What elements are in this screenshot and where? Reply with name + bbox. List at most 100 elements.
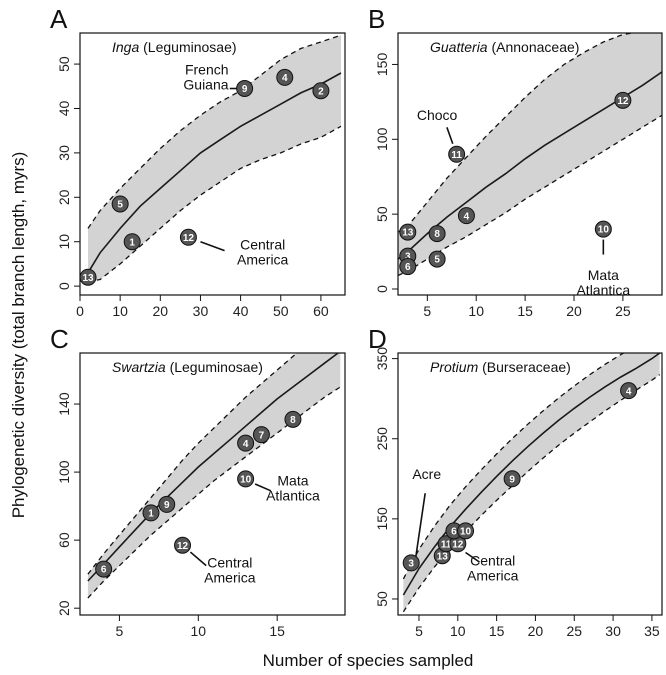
panel-a-annotation-leader bbox=[200, 240, 225, 252]
panel-a-annotation-label: Guiana bbox=[183, 76, 228, 92]
panel-b-point-label: 10 bbox=[598, 225, 610, 236]
panel-d-frame bbox=[397, 352, 663, 616]
panel-b-y-tick-label: 150 bbox=[374, 53, 390, 77]
panel-a-point-12 bbox=[179, 228, 197, 246]
panel-a-point-label: 5 bbox=[117, 200, 123, 211]
panel-c-point-label: 12 bbox=[177, 541, 189, 552]
panel-a-x-tick-label: 10 bbox=[112, 303, 128, 319]
panel-c-annotation-label: Central bbox=[207, 554, 252, 570]
panel-c-x-tick-label: 5 bbox=[116, 623, 124, 639]
panel-c-frame bbox=[79, 352, 346, 616]
panel-c-mean-line bbox=[87, 353, 340, 582]
panel-b-frame bbox=[397, 32, 663, 296]
panel-d-point-label: 13 bbox=[437, 551, 449, 562]
panel-b-x-tick-label: 25 bbox=[615, 303, 631, 319]
panel-a-y-tick-label: 0 bbox=[56, 282, 72, 290]
panel-d-x-tick-label: 30 bbox=[605, 623, 621, 639]
panel-d-x-tick-label: 25 bbox=[566, 623, 582, 639]
panel-a-y-tick-label: 40 bbox=[56, 100, 72, 116]
panel-b-x-tick-label: 10 bbox=[468, 303, 484, 319]
panel-d-point-label: 10 bbox=[460, 526, 472, 537]
panel-a-point-4 bbox=[276, 68, 294, 86]
panel-a-x-tick-label: 20 bbox=[153, 303, 169, 319]
panel-b-annotation-leader bbox=[446, 127, 454, 145]
panel-b-point-13 bbox=[399, 223, 417, 241]
panel-c-annotation-leader bbox=[254, 483, 272, 492]
panel-b-letter: B bbox=[368, 4, 385, 34]
panel-d-x-tick-label: 15 bbox=[489, 623, 505, 639]
panel-c-title: Swartzia (Leguminosae) bbox=[112, 359, 263, 375]
y-axis-title: Phylogenetic diversity (total branch len… bbox=[9, 152, 28, 519]
panel-c-point-label: 4 bbox=[243, 439, 249, 450]
panel-d-point-9 bbox=[503, 470, 521, 488]
panel-b-x-tick-label: 5 bbox=[423, 303, 431, 319]
panel-a-point-label: 1 bbox=[129, 237, 135, 248]
panel-c-annotation-label: America bbox=[204, 569, 256, 585]
panel-b: 5 10 15 20 25 0 50 100 150 B Guatteria (Annonaceae… bbox=[368, 4, 663, 319]
panel-d-y-tick-label: 50 bbox=[374, 591, 390, 607]
panel-c-upper-bound-line bbox=[87, 353, 298, 575]
panel-c-annotation-leader bbox=[189, 551, 207, 567]
panel-a-title: Inga (Leguminosae) bbox=[112, 39, 237, 55]
panel-a-y-tick-label: 20 bbox=[56, 189, 72, 205]
panel-a-annotation-label: America bbox=[237, 251, 289, 267]
panel-d-x-tick-label: 5 bbox=[415, 623, 423, 639]
panel-d-annotation-label: Central bbox=[470, 552, 515, 568]
panel-a-lower-bound-line bbox=[87, 125, 342, 283]
panel-d-annotation-label: America bbox=[467, 567, 519, 583]
panel-b-point-label: 4 bbox=[464, 211, 470, 222]
panel-d-point-label: 3 bbox=[408, 559, 414, 570]
panel-a-x-tick-label: 50 bbox=[273, 303, 289, 319]
panel-b-y-tick-label: 100 bbox=[374, 127, 390, 151]
panel-c-genus: Swartzia bbox=[112, 359, 166, 375]
panel-a-y-tick-label: 10 bbox=[56, 234, 72, 250]
panel-b-x-tick-label: 15 bbox=[517, 303, 533, 319]
panel-c-point-1 bbox=[142, 504, 160, 522]
panel-b-point-10 bbox=[594, 220, 612, 238]
panel-c-annotation-label: Atlantica bbox=[266, 488, 320, 504]
panel-b-point-11 bbox=[448, 145, 466, 163]
panel-a-upper-bound-line bbox=[87, 34, 342, 229]
panel-a-plot-area bbox=[87, 34, 342, 283]
panel-b-point-6 bbox=[399, 258, 417, 276]
panel-d-point-10 bbox=[457, 522, 475, 540]
panel-a-frame bbox=[79, 32, 346, 296]
panel-d-family: (Burseraceae) bbox=[478, 359, 571, 375]
panel-c-point-label: 9 bbox=[164, 500, 170, 511]
panel-d-y-tick-label: 350 bbox=[374, 347, 390, 371]
panel-c-point-label: 10 bbox=[240, 474, 252, 485]
panel-c-plot-area bbox=[87, 353, 341, 599]
panel-c-x-tick-label: 15 bbox=[269, 623, 285, 639]
panel-b-point-label: 8 bbox=[434, 229, 440, 240]
panel-c: 5 10 15 20 60 100 140 C Swartzia (Leguminosae) Ma… bbox=[50, 324, 346, 639]
panel-c-x-tick-label: 10 bbox=[191, 623, 207, 639]
panel-b-annotation-label: Mata bbox=[588, 267, 619, 283]
panel-b-point-12 bbox=[614, 91, 632, 109]
panel-a-letter: A bbox=[50, 4, 68, 34]
panel-c-point-label: 6 bbox=[101, 565, 107, 576]
panel-c-y-tick-label: 60 bbox=[56, 532, 72, 548]
panel-a-point-label: 4 bbox=[282, 73, 288, 84]
panel-b-genus: Guatteria bbox=[430, 39, 488, 55]
panel-a-confidence-envelope bbox=[88, 35, 341, 282]
panel-c-point-6 bbox=[95, 560, 113, 578]
panel-b-x-tick-label: 20 bbox=[566, 303, 582, 319]
panel-c-lower-bound-line bbox=[87, 386, 341, 599]
panel-a-point-label: 9 bbox=[242, 84, 248, 95]
panel-d-y-tick-label: 250 bbox=[374, 427, 390, 451]
panel-b-point-label: 11 bbox=[451, 150, 462, 161]
panel-a-x-tick-label: 0 bbox=[76, 303, 84, 319]
panel-c-letter: C bbox=[50, 324, 69, 354]
panel-b-point-4 bbox=[457, 207, 475, 225]
panel-d-annotation-leader bbox=[465, 551, 480, 563]
panel-d-annotation-label: Acre bbox=[412, 466, 441, 482]
panel-c-point-4 bbox=[237, 434, 255, 452]
panel-a-family: (Leguminosae) bbox=[139, 39, 236, 55]
panel-a-genus: Inga bbox=[112, 39, 139, 55]
panel-a-point-label: 13 bbox=[82, 273, 94, 284]
panel-d-point-label: 4 bbox=[626, 386, 632, 397]
panel-c-point-label: 1 bbox=[148, 509, 154, 520]
panel-b-point-5 bbox=[428, 250, 446, 268]
panel-b-lower-bound-line bbox=[398, 114, 662, 277]
